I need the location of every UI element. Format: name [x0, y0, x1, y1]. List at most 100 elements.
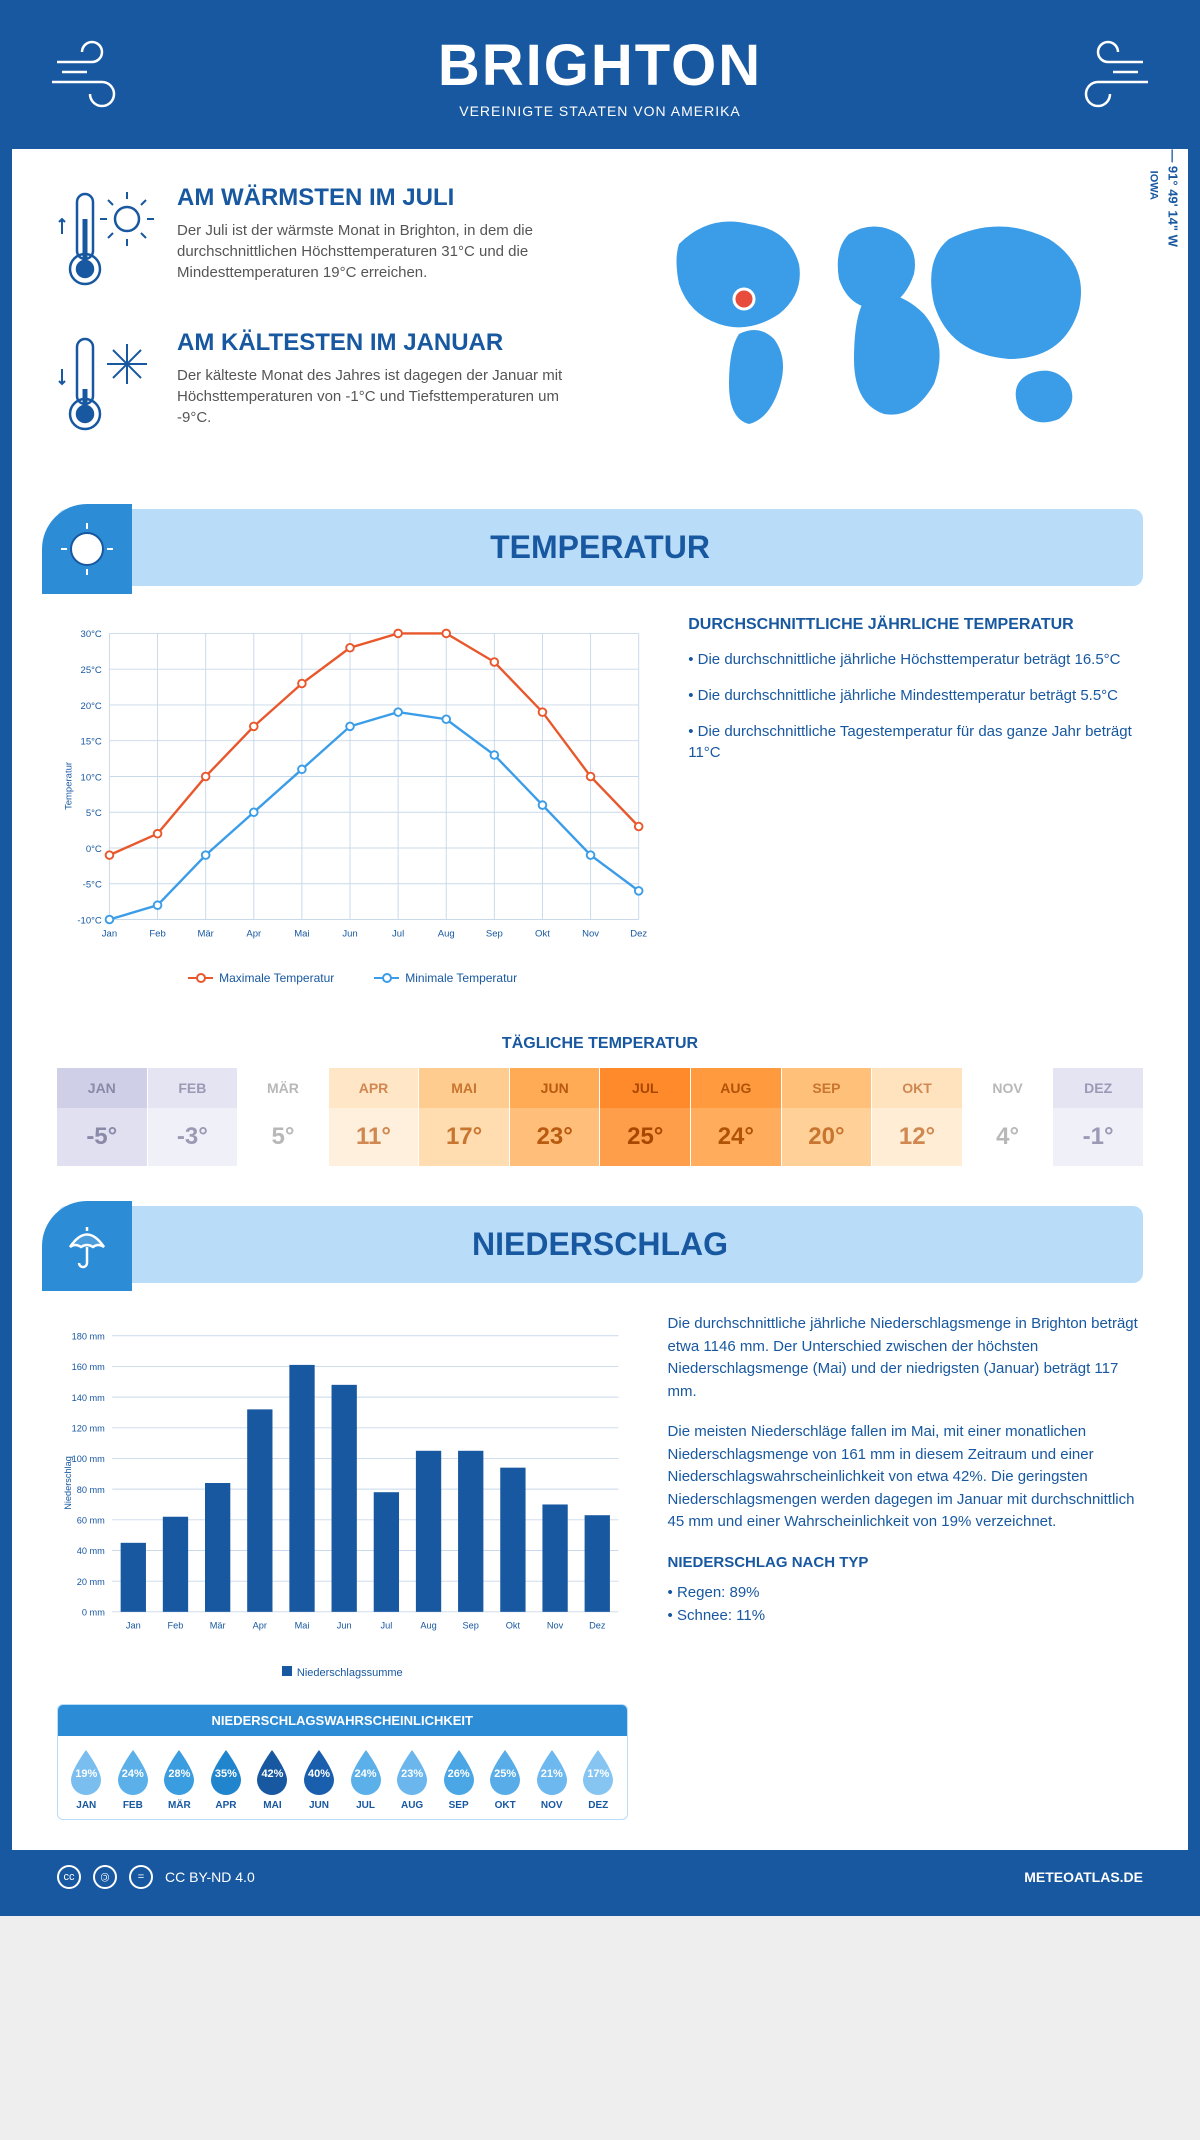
svg-text:Mär: Mär: [197, 929, 214, 940]
sun-icon: [42, 504, 132, 594]
svg-text:180 mm: 180 mm: [72, 1331, 106, 1341]
precip-p2: Die meisten Niederschläge fallen im Mai,…: [668, 1421, 1143, 1534]
state-label: IOWA: [1147, 171, 1159, 200]
svg-text:15°C: 15°C: [81, 737, 102, 748]
svg-text:Aug: Aug: [438, 929, 455, 940]
svg-text:160 mm: 160 mm: [72, 1362, 106, 1372]
precipitation-text: Die durchschnittliche jährliche Niedersc…: [668, 1313, 1143, 1820]
country-subtitle: VEREINIGTE STAATEN VON AMERIKA: [12, 103, 1188, 119]
svg-text:30°C: 30°C: [81, 629, 102, 640]
svg-text:20°C: 20°C: [81, 701, 102, 712]
svg-text:Mai: Mai: [294, 929, 309, 940]
prob-cell: 23% AUG: [389, 1748, 436, 1811]
precipitation-banner: NIEDERSCHLAG: [57, 1206, 1143, 1283]
temperature-banner: TEMPERATUR: [57, 509, 1143, 586]
footer: cc 🄯 = CC BY-ND 4.0 METEOATLAS.DE: [12, 1850, 1188, 1904]
raindrop-icon: 19%: [67, 1748, 105, 1796]
legend-min: Minimale Temperatur: [405, 971, 517, 985]
svg-text:Jun: Jun: [342, 929, 357, 940]
daily-cell: JAN -5°: [57, 1068, 148, 1166]
temperature-line-chart: -10°C-5°C0°C5°C10°C15°C20°C25°C30°CJanFe…: [57, 616, 648, 985]
raindrop-icon: 35%: [207, 1748, 245, 1796]
svg-text:Okt: Okt: [535, 929, 550, 940]
prob-cell: 28% MÄR: [156, 1748, 203, 1811]
warmest-desc: Der Juli ist der wärmste Monat in Bright…: [177, 220, 585, 283]
svg-text:Jan: Jan: [126, 1620, 141, 1630]
svg-text:80 mm: 80 mm: [77, 1485, 105, 1495]
prob-cell: 21% NOV: [528, 1748, 575, 1811]
prob-cell: 42% MAI: [249, 1748, 296, 1811]
svg-text:-5°C: -5°C: [83, 880, 102, 891]
umbrella-icon: [42, 1201, 132, 1291]
temperature-info: DURCHSCHNITTLICHE JÄHRLICHE TEMPERATUR •…: [688, 616, 1143, 985]
daily-cell: OKT 12°: [872, 1068, 963, 1166]
header: BRIGHTON VEREINIGTE STAATEN VON AMERIKA: [12, 12, 1188, 149]
prob-cell: 17% DEZ: [575, 1748, 622, 1811]
raindrop-icon: 23%: [393, 1748, 431, 1796]
thermometer-cold-icon: [57, 329, 157, 444]
svg-text:10°C: 10°C: [81, 772, 102, 783]
svg-text:Jan: Jan: [102, 929, 117, 940]
svg-text:Apr: Apr: [246, 929, 262, 940]
svg-text:Jul: Jul: [392, 929, 404, 940]
city-title: BRIGHTON: [12, 32, 1188, 99]
svg-text:-10°C: -10°C: [77, 915, 102, 926]
warmest-block: AM WÄRMSTEN IM JULI Der Juli ist der wär…: [57, 184, 585, 299]
warmest-title: AM WÄRMSTEN IM JULI: [177, 184, 585, 212]
temp-banner-text: TEMPERATUR: [490, 529, 710, 565]
daily-cell: SEP 20°: [782, 1068, 873, 1166]
wind-icon: [1048, 32, 1158, 112]
prob-cell: 40% JUN: [296, 1748, 343, 1811]
svg-text:Dez: Dez: [630, 929, 647, 940]
raindrop-icon: 25%: [486, 1748, 524, 1796]
daily-cell: APR 11°: [329, 1068, 420, 1166]
svg-text:Niederschlag: Niederschlag: [63, 1456, 73, 1510]
intro-section: AM WÄRMSTEN IM JULI Der Juli ist der wär…: [12, 149, 1188, 509]
svg-text:0°C: 0°C: [86, 844, 102, 855]
svg-text:Mai: Mai: [295, 1620, 310, 1630]
svg-text:60 mm: 60 mm: [77, 1515, 105, 1525]
temp-info-heading: DURCHSCHNITTLICHE JÄHRLICHE TEMPERATUR: [688, 616, 1143, 634]
temp-bullet-3: • Die durchschnittliche Tagestemperatur …: [688, 721, 1143, 763]
svg-text:Nov: Nov: [547, 1620, 564, 1630]
temperature-section: -10°C-5°C0°C5°C10°C15°C20°C25°C30°CJanFe…: [12, 586, 1188, 1015]
by-icon: 🄯: [93, 1865, 117, 1889]
coldest-title: AM KÄLTESTEN IM JANUAR: [177, 329, 585, 357]
intro-text-column: AM WÄRMSTEN IM JULI Der Juli ist der wär…: [57, 184, 585, 474]
prob-cell: 26% SEP: [435, 1748, 482, 1811]
prob-cell: 35% APR: [203, 1748, 250, 1811]
precipitation-bar-chart: 0 mm20 mm40 mm60 mm80 mm100 mm120 mm140 …: [57, 1313, 628, 1653]
raindrop-icon: 21%: [533, 1748, 571, 1796]
precipitation-probability-box: NIEDERSCHLAGSWAHRSCHEINLICHKEIT 19% JAN …: [57, 1704, 628, 1820]
svg-text:20 mm: 20 mm: [77, 1577, 105, 1587]
precipitation-left: 0 mm20 mm40 mm60 mm80 mm100 mm120 mm140 …: [57, 1313, 628, 1820]
raindrop-icon: 24%: [347, 1748, 385, 1796]
prob-cell: 19% JAN: [63, 1748, 110, 1811]
coldest-desc: Der kälteste Monat des Jahres ist dagege…: [177, 365, 585, 428]
footer-license: cc 🄯 = CC BY-ND 4.0: [57, 1865, 255, 1889]
prob-cell: 25% OKT: [482, 1748, 529, 1811]
license-text: CC BY-ND 4.0: [165, 1869, 255, 1885]
svg-text:5°C: 5°C: [86, 808, 102, 819]
daily-cell: JUN 23°: [510, 1068, 601, 1166]
svg-text:Sep: Sep: [486, 929, 503, 940]
precip-rain: • Regen: 89%: [668, 1582, 1143, 1605]
temp-legend: .legend-line[style*="e8582c"]::after{bor…: [57, 971, 648, 985]
raindrop-icon: 42%: [253, 1748, 291, 1796]
svg-text:120 mm: 120 mm: [72, 1423, 106, 1433]
svg-text:Temperatur: Temperatur: [63, 761, 74, 810]
coldest-block: AM KÄLTESTEN IM JANUAR Der kälteste Mona…: [57, 329, 585, 444]
daily-cell: AUG 24°: [691, 1068, 782, 1166]
temp-bullet-2: • Die durchschnittliche jährliche Mindes…: [688, 685, 1143, 706]
svg-text:Dez: Dez: [589, 1620, 606, 1630]
nd-icon: =: [129, 1865, 153, 1889]
footer-site: METEOATLAS.DE: [1024, 1869, 1143, 1885]
svg-text:Feb: Feb: [149, 929, 165, 940]
daily-cell: FEB -3°: [148, 1068, 239, 1166]
daily-cell: MAI 17°: [419, 1068, 510, 1166]
svg-text:Jul: Jul: [380, 1620, 392, 1630]
wind-icon: [42, 32, 152, 112]
temp-bullet-1: • Die durchschnittliche jährliche Höchst…: [688, 649, 1143, 670]
thermometer-hot-icon: [57, 184, 157, 299]
daily-temperature-table: JAN -5° FEB -3° MÄR 5° APR 11° MAI 17° J…: [57, 1068, 1143, 1166]
